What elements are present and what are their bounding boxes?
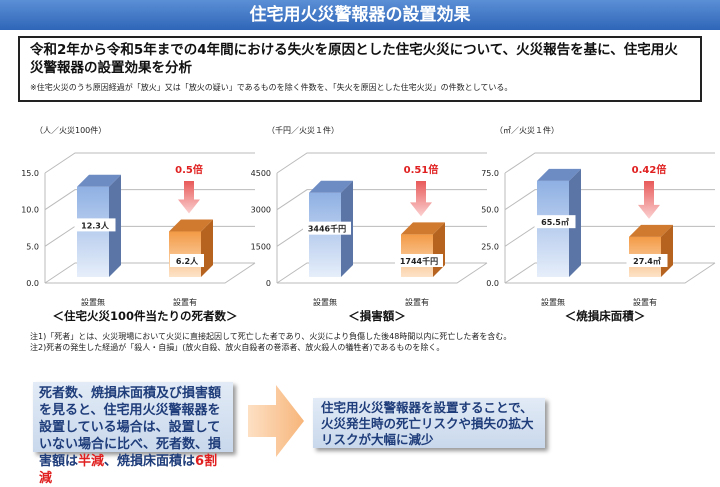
ratio-label: 0.42倍 — [632, 163, 667, 176]
y-tick-label: 0 — [266, 279, 271, 288]
x-tick-label: 設置無 — [541, 297, 565, 307]
y-tick-label: 5.0 — [26, 242, 39, 251]
summary-note: ※住宅火災のうち原因経過が「放火」又は「放火の疑い」であるものを除く件数を、「失… — [30, 83, 513, 92]
y-tick-label: 15.0 — [21, 169, 39, 178]
note-2: 注2)死者の発生した経過が「殺人・自損」(放火自殺、放火自殺者の巻添者、放火殺人… — [30, 343, 445, 352]
unit-label: （人／火災100件） — [35, 125, 106, 135]
floor-edge — [277, 262, 488, 284]
bar-top — [401, 222, 445, 235]
bar-top — [537, 168, 581, 181]
bar-top — [77, 174, 121, 187]
bar-設置無 — [77, 186, 109, 277]
gridline — [44, 152, 255, 174]
y-tick-label: 25.0 — [481, 242, 499, 251]
unit-label: （千円／火災１件） — [267, 125, 339, 135]
x-tick-label: 設置有 — [173, 297, 197, 307]
floor-edge — [45, 262, 256, 284]
floor-edge — [505, 262, 716, 284]
x-tick-label: 設置無 — [81, 297, 105, 307]
summary-box: 令和2年から令和5年までの4年間における失火を原因とした住宅火災について、火災報… — [18, 36, 702, 102]
data-label: 12.3人 — [81, 220, 110, 230]
y-tick-label: 0.0 — [26, 279, 39, 288]
bar-top — [309, 180, 353, 193]
gridline — [504, 262, 715, 284]
bar-設置無 — [309, 192, 341, 277]
down-arrow-icon — [178, 181, 200, 214]
page-title: 住宅用火災警報器の設置効果 — [0, 0, 720, 30]
data-label-bg — [395, 254, 443, 267]
unit-label: （㎡／火災１件） — [495, 125, 559, 135]
data-label: 65.5㎡ — [541, 217, 569, 227]
data-label-bg — [170, 254, 204, 267]
chart-title: ＜焼損床面積＞ — [565, 309, 646, 323]
data-label: 27.4㎡ — [633, 256, 661, 266]
down-arrow-icon — [410, 181, 432, 217]
ratio-label: 0.5倍 — [175, 163, 203, 176]
x-tick-label: 設置無 — [313, 297, 337, 307]
notes: 注1)「死者」とは、火災現場において火災に直接起因して死亡した者であり、火災によ… — [30, 331, 511, 353]
y-tick-label: 10.0 — [21, 206, 39, 215]
x-tick-label: 設置有 — [633, 297, 657, 307]
y-tick-label: 0.0 — [486, 279, 499, 288]
data-label-bg — [74, 218, 116, 232]
data-label-bg — [534, 215, 576, 229]
gridline — [276, 189, 487, 211]
ratio-label: 0.51倍 — [404, 163, 439, 176]
data-label: 3446千円 — [308, 224, 346, 234]
down-arrow-icon — [638, 181, 660, 219]
bar-top — [629, 224, 673, 237]
gridline — [504, 152, 715, 174]
findings-highlight-half: 半減 — [78, 454, 105, 469]
gridline — [504, 225, 715, 247]
right-arrow-icon — [248, 385, 304, 457]
y-tick-label: 3000 — [251, 206, 271, 215]
gridline — [504, 189, 715, 211]
summary-text: 令和2年から令和5年までの4年間における失火を原因とした住宅火災について、火災報… — [30, 42, 678, 76]
y-tick-label: 75.0 — [481, 169, 499, 178]
note-1: 注1)「死者」とは、火災現場において火災に直接起因して死亡した者であり、火災によ… — [30, 332, 512, 341]
gridline — [276, 262, 487, 284]
y-tick-label: 4500 — [251, 169, 271, 178]
data-label: 6.2人 — [176, 256, 199, 266]
data-label-bg — [626, 254, 668, 267]
findings-text-2: 、焼損床面積は — [104, 454, 196, 469]
chart-title: ＜損害額＞ — [348, 309, 406, 323]
gridline — [276, 152, 487, 174]
bar-設置無 — [537, 180, 569, 277]
data-label: 1744千円 — [400, 256, 438, 266]
chart-title: ＜住宅火災100件当たりの死者数＞ — [52, 309, 237, 323]
y-tick-label: 50.0 — [481, 206, 499, 215]
bar-top — [169, 219, 213, 232]
findings-text: 死者数、焼損床面積及び損害額を見ると、住宅用火災警報器を設置している場合は、設置… — [39, 386, 222, 469]
findings-box: 死者数、焼損床面積及び損害額を見ると、住宅用火災警報器を設置している場合は、設置… — [33, 382, 233, 486]
conclusion-box: 住宅用火災警報器を設置することで、火災発生時の死亡リスクや損失の拡大リスクが大幅… — [313, 398, 545, 448]
x-tick-label: 設置有 — [405, 297, 429, 307]
y-tick-label: 1500 — [251, 242, 271, 251]
gridline — [44, 189, 255, 211]
gridline — [44, 262, 255, 284]
data-label-bg — [303, 221, 351, 235]
